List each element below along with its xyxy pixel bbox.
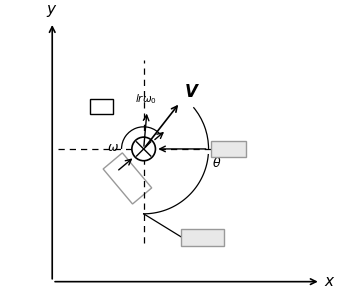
Text: $y$: $y$ xyxy=(47,3,58,19)
Text: $\omega$: $\omega$ xyxy=(107,141,119,154)
Text: 小车中心: 小车中心 xyxy=(188,231,218,244)
Text: 传感器: 传感器 xyxy=(217,142,240,155)
Text: $\boldsymbol{V}$: $\boldsymbol{V}$ xyxy=(185,83,200,101)
Circle shape xyxy=(132,137,155,161)
FancyBboxPatch shape xyxy=(90,99,113,114)
Text: $x$: $x$ xyxy=(324,274,335,289)
Text: $\gamma$: $\gamma$ xyxy=(96,99,107,114)
FancyBboxPatch shape xyxy=(211,141,246,157)
FancyBboxPatch shape xyxy=(181,229,224,246)
Text: $lr\omega_0$: $lr\omega_0$ xyxy=(135,92,157,106)
Text: $\theta$: $\theta$ xyxy=(212,156,221,170)
